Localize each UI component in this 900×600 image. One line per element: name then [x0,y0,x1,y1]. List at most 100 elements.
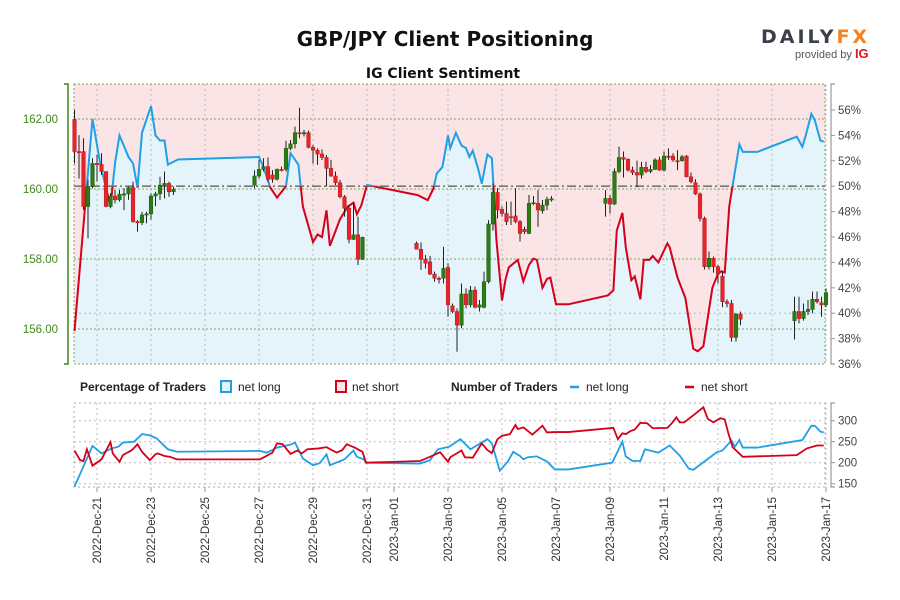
candle-body [157,184,163,195]
candle [157,176,163,200]
candle-body [792,311,797,321]
price-tick-label: 160.00 [23,184,58,196]
candle [657,156,662,171]
x-tick-label: 2022-Dec-23 [146,497,158,563]
candle [360,236,365,261]
candle [738,311,743,326]
candle-body [279,169,284,171]
x-tick-label: 2023-Jan-13 [713,497,725,562]
candle-body [643,167,649,172]
candle [270,170,275,183]
candle-body [436,278,442,280]
candle [117,190,122,202]
candle-body [697,193,703,219]
candle-body [454,311,460,326]
candle [274,168,280,181]
candle-body [616,157,622,172]
candle [441,246,446,284]
candle-body [805,309,811,312]
candle-body [468,289,473,306]
candle-body [148,195,154,215]
candle [436,276,442,284]
legend-num-short: net short [701,380,748,394]
candle-body [720,275,725,302]
candle [535,190,541,227]
candle [810,291,815,314]
candle [319,149,325,160]
x-tick-label: 2023-Jan-01 [389,497,401,562]
legend-pct-long: net long [238,380,281,394]
net-long-pct-line-below-50 [73,186,734,353]
logo-brand: DAILYFX [761,26,870,48]
sentiment-tick-label: 52% [838,156,861,168]
candle [256,159,262,179]
candle [72,109,77,164]
candle [684,155,689,178]
candle [283,140,289,172]
candle [346,205,352,244]
candle-body [504,213,509,222]
candle-body [517,221,523,234]
candle-body [495,192,500,211]
candle [499,206,505,217]
sentiment-tick-label: 42% [838,283,861,295]
candle [355,216,361,265]
candle-body [72,119,77,152]
candle [625,158,631,172]
candle-body [135,221,140,224]
candle-body [126,187,131,195]
candle-body [166,183,172,193]
candle-body [603,198,608,204]
candle [549,196,554,202]
candle-body [283,148,289,170]
candle-body [796,311,802,319]
price-tick-label: 156.00 [23,324,58,336]
x-tick-label: 2023-Jan-03 [443,497,455,562]
candle [693,179,698,195]
legend-number-title: Number of Traders [451,380,558,394]
candle [513,188,518,224]
candle [661,151,667,172]
candle [418,242,424,270]
candle-body [684,155,689,178]
candle [337,179,343,199]
candle-body [76,151,82,154]
net-short-count-line [73,405,824,468]
candle-body [346,208,352,240]
candle-body [117,194,122,201]
x-tick-label: 2023-Jan-09 [605,497,617,562]
candle [315,148,320,165]
candle-body [639,167,644,176]
x-tick-label: 2022-Dec-31 [362,497,374,563]
candle [445,263,451,317]
candle-body [513,215,518,222]
logo-provided-by: provided by IG [795,46,869,61]
candle [634,160,640,188]
candle [94,155,100,182]
candle-body [85,186,91,207]
candle [463,288,469,309]
candle [490,183,496,231]
x-tick-label: 2022-Dec-21 [92,497,104,563]
candle [697,192,703,222]
candle-body [103,171,109,207]
candle-body [657,159,662,171]
candle-body [693,182,698,195]
candle-body [90,163,95,187]
candle [652,158,658,171]
candle [702,216,707,270]
candle-body [450,305,455,312]
candle [724,299,730,308]
candle-body [351,234,356,240]
count-tick-label: 300 [838,416,857,428]
candle [423,255,428,269]
candle [301,129,307,137]
candle-body [310,147,316,151]
candle-body [652,159,658,170]
candle-body [702,218,707,267]
candle [643,161,649,174]
candle-body [666,155,671,158]
candle-body [472,289,478,308]
candle [121,188,127,210]
candle-body [715,266,721,275]
